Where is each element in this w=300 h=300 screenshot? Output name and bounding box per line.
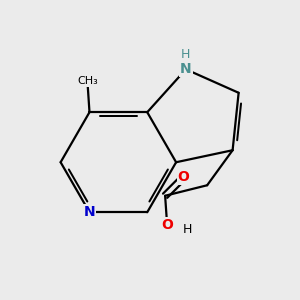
Text: CH₃: CH₃ xyxy=(77,76,98,86)
Text: H: H xyxy=(183,223,192,236)
Text: O: O xyxy=(178,170,190,184)
Text: H: H xyxy=(181,48,190,61)
Text: N: N xyxy=(84,205,95,219)
Text: O: O xyxy=(161,218,173,233)
Text: N: N xyxy=(180,62,192,76)
